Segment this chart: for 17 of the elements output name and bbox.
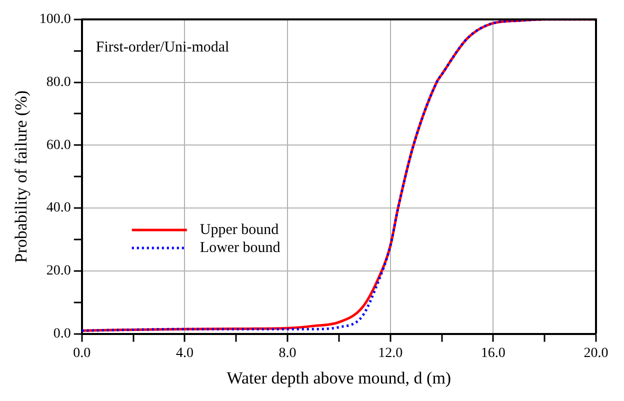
y-tick-label: 0.0	[53, 326, 71, 342]
annotation: First-order/Uni-modal	[96, 39, 230, 56]
x-tick-label: 8.0	[278, 346, 296, 361]
x-tick-label: 4.0	[176, 346, 194, 361]
x-tick-label: 0.0	[73, 346, 91, 361]
y-tick-label: 20.0	[46, 264, 71, 279]
x-tick-label: 16.0	[480, 346, 506, 361]
y-tick-label: 60.0	[46, 138, 71, 153]
y-axis-title: Probability of failure (%)	[12, 90, 31, 263]
y-tick-label: 100.0	[39, 12, 71, 28]
legend-label: Lower bound	[200, 240, 281, 256]
y-tick-label: 40.0	[46, 200, 71, 216]
legend-label: Upper bound	[200, 222, 280, 238]
y-tick-label: 80.0	[46, 74, 71, 90]
x-tick-label: 12.0	[378, 346, 403, 361]
x-tick-label: 20.0	[584, 346, 608, 361]
x-axis-title: Water depth above mound, d (m)	[226, 368, 452, 388]
